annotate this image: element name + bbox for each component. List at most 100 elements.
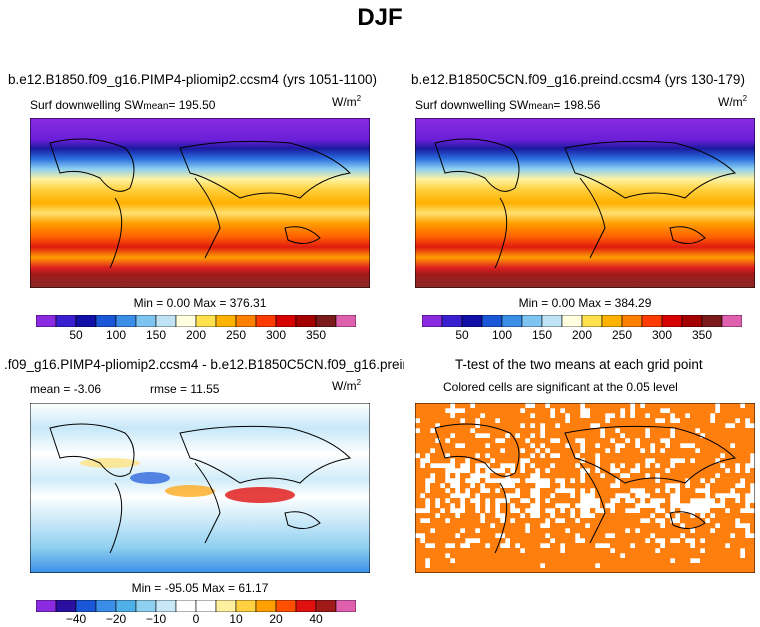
panel4-significant-cell [715, 538, 721, 544]
panel4-significant-cell [490, 408, 496, 414]
panel4-significant-cell [630, 433, 636, 439]
panel4-significant-cell [570, 568, 576, 573]
panel1-subtitle: Surf downwelling SWmean= 195.50 [30, 98, 216, 112]
panel4-significant-cell [530, 518, 536, 524]
panel4-significant-cell [550, 548, 556, 554]
panel4-significant-cell [715, 553, 721, 559]
panel4-significant-cell [735, 513, 741, 519]
panel4-significant-cell [675, 413, 681, 419]
panel4-significant-cell [750, 448, 755, 454]
panel4-significant-cell [585, 543, 591, 549]
panel4-significant-cell [605, 518, 611, 524]
panel1-colorbar-tick: 350 [305, 328, 327, 342]
panel4-significant-cell [415, 413, 421, 419]
panel4-significant-cell [585, 443, 591, 449]
panel4-significant-cell [565, 423, 571, 429]
panel3-colorbar-tick: −20 [105, 612, 127, 626]
panel4-significant-cell [570, 523, 576, 529]
panel4-significant-cell [585, 418, 591, 424]
panel4-significant-cell [470, 453, 476, 459]
panel4-significant-cell [460, 558, 466, 564]
panel4-significant-cell [630, 438, 636, 444]
panel4-significant-cell [585, 403, 591, 409]
panel4-significant-cell [605, 473, 611, 479]
panel4-significant-cell [420, 483, 426, 489]
panel4-significant-cell [750, 518, 755, 524]
panel4-significant-cell [580, 518, 586, 524]
panel4-significant-cell [545, 433, 551, 439]
panel4-significant-cell [460, 538, 466, 544]
panel4-significant-cell [430, 553, 436, 559]
panel4-significant-cell [685, 423, 691, 429]
panel4-significant-cell [555, 533, 561, 539]
panel4-significant-cell [480, 543, 486, 549]
panel4-significant-cell [525, 413, 531, 419]
panel4-significant-cell [495, 473, 501, 479]
panel4-significant-cell [610, 493, 616, 499]
panel4-significant-cell [415, 438, 421, 444]
panel4-significant-cell [720, 488, 726, 494]
panel4-significant-cell [500, 423, 506, 429]
panel4-significant-cell [665, 568, 671, 573]
panel4-significant-cell [655, 543, 661, 549]
panel4-significant-cell [635, 553, 641, 559]
panel4-significant-cell [515, 553, 521, 559]
panel4-significant-cell [750, 513, 755, 519]
panel4-significant-cell [500, 538, 506, 544]
panel4-significant-cell [740, 458, 746, 464]
panel4-significant-cell [550, 473, 556, 479]
panel4-significant-cell [645, 418, 651, 424]
panel4-significant-cell [725, 533, 731, 539]
panel4-significant-cell [455, 558, 461, 564]
panel4-significant-cell [605, 453, 611, 459]
panel4-significant-cell [515, 503, 521, 509]
panel4-significant-cell [530, 533, 536, 539]
panel4-significant-cell [650, 453, 656, 459]
panel4-significant-cell [555, 473, 561, 479]
panel4-significant-cell [490, 493, 496, 499]
panel4-significant-cell [510, 438, 516, 444]
panel4-significant-cell [605, 568, 611, 573]
panel4-significant-cell [610, 513, 616, 519]
panel4-significant-cell [570, 548, 576, 554]
panel4-significant-cell [470, 448, 476, 454]
panel4-significant-cell [580, 548, 586, 554]
panel4-significant-cell [530, 458, 536, 464]
panel4-significant-cell [705, 568, 711, 573]
panel4-significant-cell [575, 423, 581, 429]
panel4-significant-cell [435, 558, 441, 564]
panel4-significant-cell [425, 473, 431, 479]
panel4-significant-cell [510, 423, 516, 429]
panel4-significant-cell [720, 563, 726, 569]
panel4-significant-cell [535, 438, 541, 444]
panel4-significant-cell [680, 538, 686, 544]
panel4-significant-cell [420, 438, 426, 444]
panel4-significant-cell [515, 483, 521, 489]
panel4-significant-cell [535, 528, 541, 534]
panel4-significant-cell [545, 413, 551, 419]
panel4-significant-cell [665, 543, 671, 549]
panel4-significant-cell [710, 428, 716, 434]
panel4-significant-cell [710, 488, 716, 494]
panel4-significant-cell [705, 443, 711, 449]
panel4-significant-cell [640, 443, 646, 449]
panel4-significant-cell [450, 438, 456, 444]
panel4-significant-cell [615, 488, 621, 494]
panel4-significant-cell [430, 508, 436, 514]
panel4-significant-cell [525, 418, 531, 424]
panel4-significant-cell [735, 503, 741, 509]
panel4-significant-cell [420, 498, 426, 504]
panel4-significant-cell [440, 528, 446, 534]
panel4-significant-cell [510, 408, 516, 414]
panel4-significant-cell [675, 523, 681, 529]
panel4-significant-cell [600, 548, 606, 554]
panel3-colorbar-swatch [155, 600, 177, 612]
panel4-significant-cell [705, 478, 711, 484]
panel4-significant-cell [735, 473, 741, 479]
panel4-significant-cell [685, 458, 691, 464]
panel4-significant-cell [715, 463, 721, 469]
panel4-significant-cell [525, 558, 531, 564]
panel4-significant-cell [440, 568, 446, 573]
panel4-significant-cell [675, 543, 681, 549]
panel4-significant-cell [720, 533, 726, 539]
